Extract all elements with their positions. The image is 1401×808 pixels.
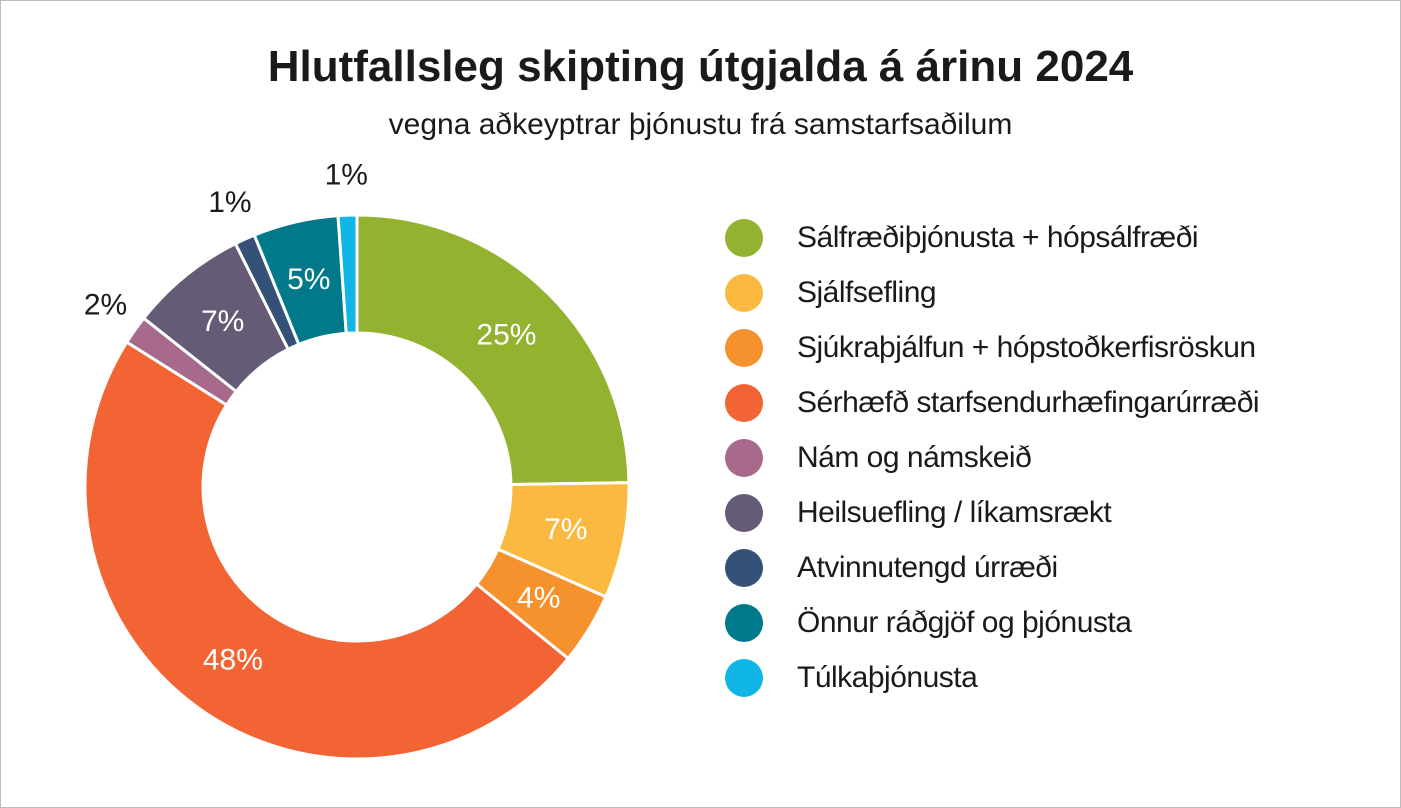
legend-item-2: Sjúkraþjálfun + hópstoðkerfisröskun: [725, 320, 1259, 375]
legend-item-6: Atvinnutengd úrræði: [725, 540, 1259, 595]
legend-label-5: Heilsuefling / líkamsrækt: [797, 495, 1112, 529]
slice-label-2: 4%: [517, 582, 560, 615]
chart-legend: Sálfræðiþjónusta + hópsálfræði Sjálfsefli…: [725, 210, 1260, 705]
legend-label-4: Nám og námskeið: [797, 440, 1032, 474]
legend-label-6: Atvinnutengd úrræði: [797, 550, 1058, 584]
legend-swatch-3: [725, 383, 763, 422]
legend-item-4: Nám og námskeið: [725, 430, 1259, 485]
chart-title: Hlutfallsleg skipting útgjalda á árinu 2…: [267, 42, 1134, 91]
legend-label-7: Önnur ráðgjöf og þjónusta: [797, 605, 1132, 639]
legend-item-0: Sálfræðiþjónusta + hópsálfræði: [725, 210, 1259, 265]
legend-item-3: Sérhæfð starfsendurhæfingarúrræði: [725, 375, 1260, 430]
legend-label-2: Sjúkraþjálfun + hópstoðkerfisröskun: [797, 330, 1256, 364]
legend-label-0: Sálfræðiþjónusta + hópsálfræði: [797, 220, 1199, 254]
slice-label-6: 1%: [208, 186, 251, 219]
pie-slice-3: [83, 340, 571, 761]
pie-slice-8: [336, 213, 359, 335]
legend-item-1: Sjálfsefling: [725, 265, 1259, 320]
pie-slice-0: [355, 213, 631, 487]
slice-label-4: 2%: [84, 289, 127, 322]
legend-swatch-0: [725, 218, 763, 257]
legend-swatch-2: [725, 328, 763, 367]
slice-label-7: 5%: [287, 263, 330, 296]
slice-label-0: 25%: [476, 319, 536, 352]
legend-label-1: Sjálfsefling: [797, 275, 937, 309]
legend-item-8: Túlkaþjónusta: [725, 650, 1259, 705]
legend-swatch-6: [725, 548, 763, 587]
chart-subtitle: vegna aðkeyptrar þjónustu frá samstarfsa…: [388, 108, 1013, 141]
legend-swatch-4: [725, 438, 763, 477]
legend-item-7: Önnur ráðgjöf og þjónusta: [725, 595, 1259, 650]
legend-swatch-8: [725, 658, 763, 697]
legend-swatch-1: [725, 273, 763, 312]
slice-label-5: 7%: [201, 305, 244, 338]
legend-label-8: Túlkaþjónusta: [797, 660, 978, 694]
slice-label-3: 48%: [203, 644, 263, 677]
legend-swatch-7: [725, 603, 763, 642]
slice-label-1: 7%: [544, 513, 587, 546]
legend-swatch-5: [725, 493, 763, 532]
legend-label-3: Sérhæfð starfsendurhæfingarúrræði: [797, 385, 1260, 419]
slice-label-8: 1%: [325, 159, 368, 192]
legend-item-5: Heilsuefling / líkamsrækt: [725, 485, 1259, 540]
